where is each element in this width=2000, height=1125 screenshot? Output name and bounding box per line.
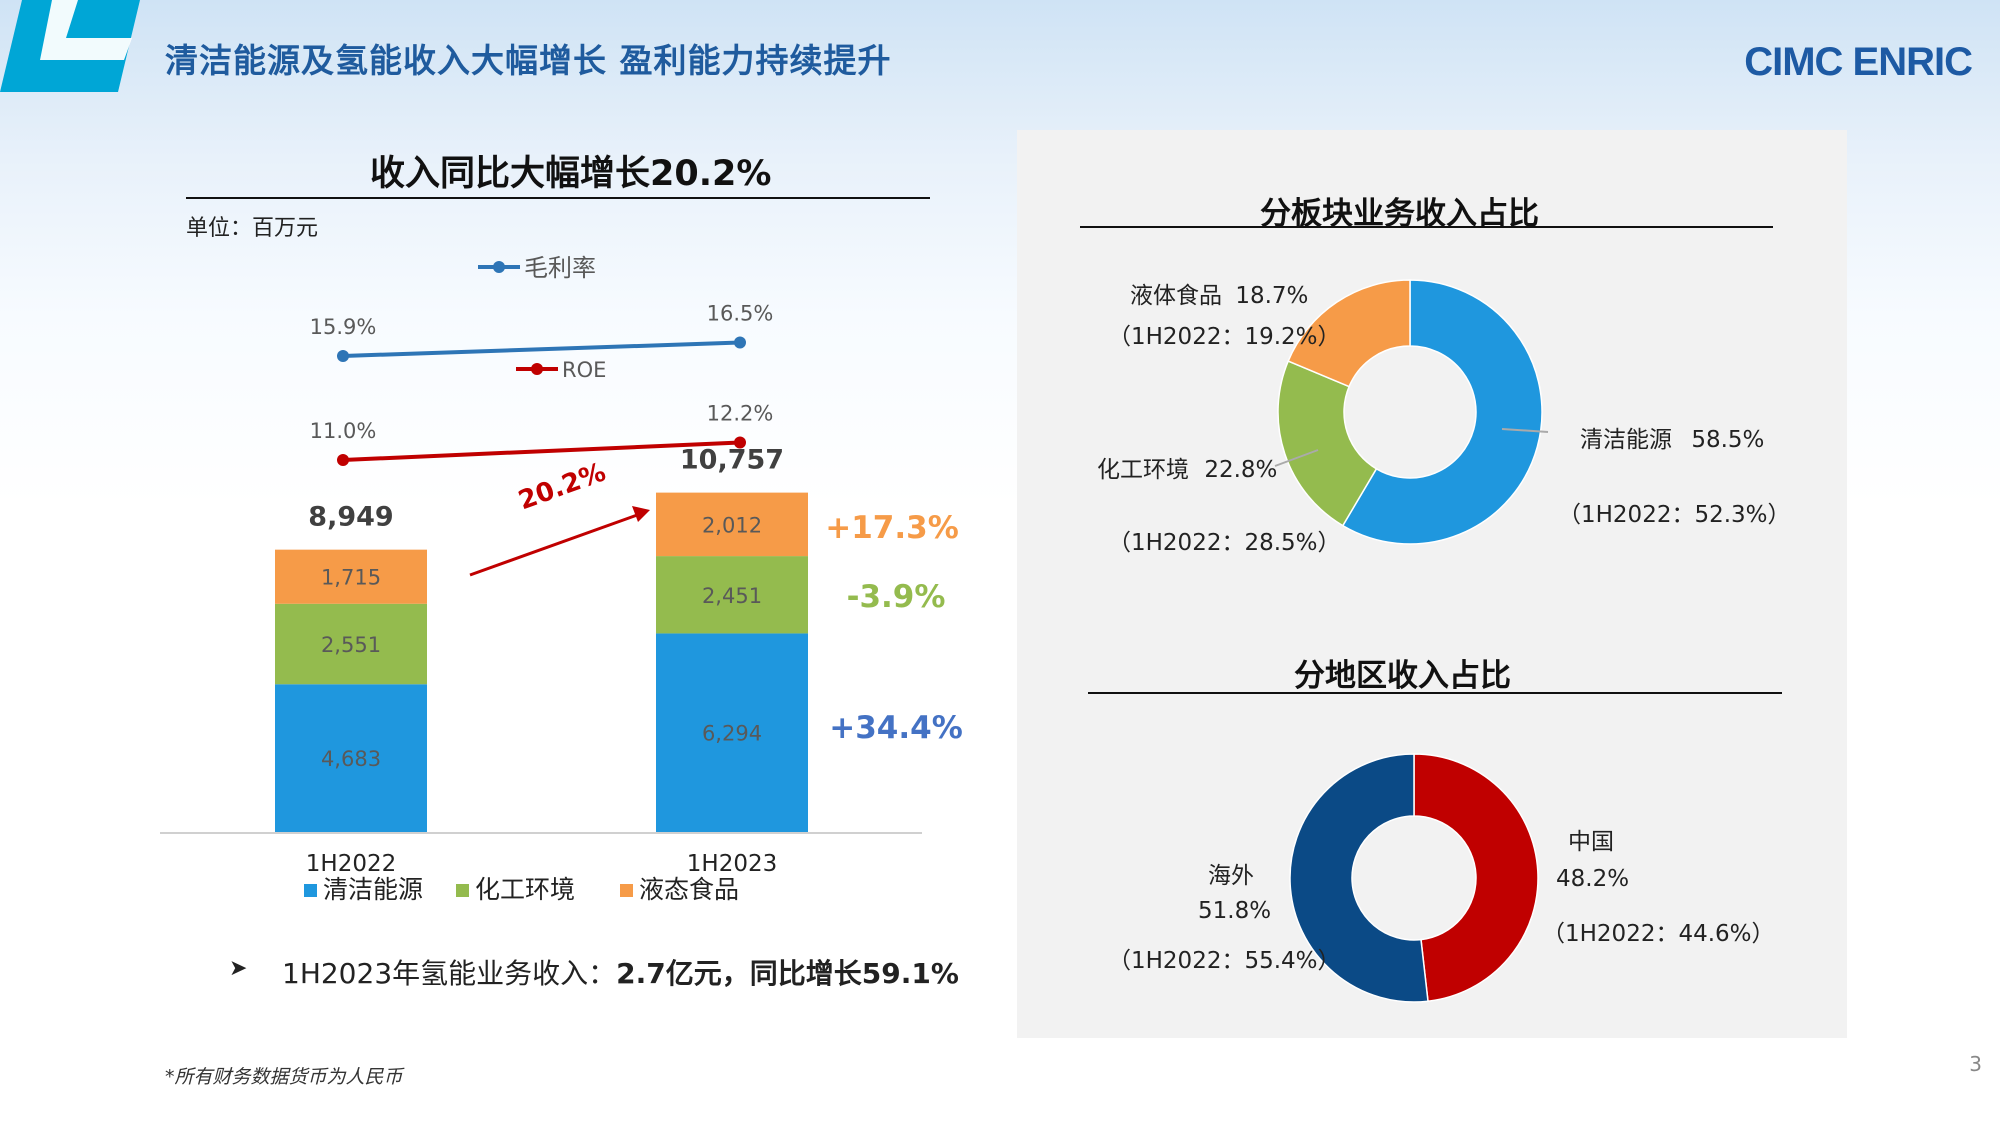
region-donut bbox=[1289, 753, 1539, 1003]
gross-margin-point-label: 16.5% bbox=[707, 302, 774, 326]
roe-legend: ROE bbox=[516, 358, 606, 382]
bullet-highlight: 2.7亿元，同比增长59.1% bbox=[616, 957, 959, 990]
clean-energy-label: 清洁能源 58.5% bbox=[1580, 420, 1764, 454]
bar-clean-energy-1H2022 bbox=[275, 684, 427, 832]
bar-chemical-1H2022 bbox=[275, 603, 427, 685]
bullet-arrow-icon: ➤ bbox=[229, 956, 248, 981]
roe-point bbox=[734, 436, 746, 449]
liquid-food-prior: （1H2022：19.2%） bbox=[1108, 324, 1341, 350]
region-chart-title: 分地区收入占比 bbox=[1294, 658, 1511, 694]
bar-value-label: 2,451 bbox=[702, 584, 762, 608]
gross-margin-legend-label: 毛利率 bbox=[524, 254, 596, 282]
bar-value-label: 2,012 bbox=[702, 513, 762, 537]
overseas-name: 海外 bbox=[1208, 863, 1254, 889]
clean-energy-value: 58.5% bbox=[1691, 427, 1765, 453]
slice-chemical bbox=[1277, 360, 1378, 527]
clean-energy-growth: +34.4% bbox=[829, 710, 963, 746]
liquid-food-growth: +17.3% bbox=[825, 510, 959, 546]
bar-value-label: 6,294 bbox=[702, 722, 762, 746]
page-number: 3 bbox=[1969, 1052, 1982, 1076]
header-accent-shape bbox=[0, 0, 140, 92]
left-title-rule bbox=[186, 197, 930, 199]
bar-clean-energy-1H2023 bbox=[656, 633, 808, 832]
growth-arrow-head bbox=[632, 506, 650, 522]
region-title-rule bbox=[1088, 692, 1782, 694]
roe-legend-label: ROE bbox=[562, 358, 606, 382]
china-name: 中国 bbox=[1568, 829, 1614, 855]
liquid-food-name: 液体食品 bbox=[1130, 283, 1222, 309]
company-logo: CIMC ENRIC bbox=[1744, 40, 1973, 84]
slice-overseas bbox=[1289, 753, 1429, 1003]
left-chart-title: 收入同比大幅增长20.2% bbox=[370, 154, 772, 194]
bar-legend: 清洁能源 化工环境 液态食品 bbox=[304, 875, 739, 904]
bar-total-label: 8,949 bbox=[308, 502, 393, 533]
gross-margin-point-label: 15.9% bbox=[310, 315, 377, 339]
china-value: 48.2% bbox=[1556, 866, 1630, 892]
legend-swatch bbox=[456, 884, 469, 897]
roe-point-label: 12.2% bbox=[707, 401, 774, 425]
x-tick-label: 1H2023 bbox=[687, 851, 777, 877]
gross-margin-point bbox=[337, 350, 349, 362]
bar-liquid-food-1H2022 bbox=[275, 549, 427, 604]
bar-liquid-food-1H2023 bbox=[656, 492, 808, 557]
bar-value-label: 4,683 bbox=[321, 747, 381, 771]
gross-margin-line bbox=[342, 340, 741, 358]
growth-arrow-label: 20.2% bbox=[515, 457, 610, 516]
bar-value-label: 2,551 bbox=[321, 633, 381, 657]
slide-title: 清洁能源及氢能收入大幅增长 盈利能力持续提升 bbox=[165, 41, 892, 80]
unit-label: 单位：百万元 bbox=[186, 216, 319, 241]
legend-swatch bbox=[304, 884, 317, 897]
clean-energy-name: 清洁能源 bbox=[1580, 427, 1672, 453]
x-tick-label: 1H2022 bbox=[306, 851, 396, 877]
roe-line bbox=[342, 440, 741, 462]
chemical-name: 化工环境 bbox=[1097, 457, 1189, 483]
growth-arrow bbox=[469, 512, 641, 577]
bar-total-label: 10,757 bbox=[680, 445, 784, 476]
china-prior: （1H2022：44.6%） bbox=[1542, 921, 1775, 947]
slice-china bbox=[1413, 753, 1539, 1003]
chemical-prior: （1H2022：28.5%） bbox=[1108, 530, 1341, 556]
legend-swatch bbox=[620, 884, 633, 897]
revenue-chart: 4,683 2,551 1,715 8,949 1H2022 6,294 2,451 2,01… bbox=[160, 254, 963, 904]
legend-label: 液态食品 bbox=[639, 875, 739, 904]
chemical-growth: -3.9% bbox=[847, 579, 946, 615]
roe-point bbox=[337, 454, 349, 466]
roe-point-label: 11.0% bbox=[310, 419, 377, 443]
overseas-value: 51.8% bbox=[1198, 898, 1272, 924]
clean-energy-prior: （1H2022：52.3%） bbox=[1558, 502, 1791, 528]
slice-liquid-food bbox=[1287, 279, 1411, 388]
chemical-value: 22.8% bbox=[1204, 457, 1278, 483]
gross-margin-legend: 毛利率 bbox=[478, 254, 596, 282]
segment-leader-lines bbox=[1274, 428, 1549, 467]
gross-margin-point bbox=[734, 336, 746, 349]
hydrogen-bullet: ➤ 1H2023年氢能业务收入：2.7亿元，同比增长59.1% bbox=[229, 952, 959, 992]
chemical-label: 化工环境 22.8% bbox=[1097, 450, 1277, 484]
bullet-prefix: 1H2023年氢能业务收入： bbox=[282, 957, 617, 990]
liquid-food-label: 液体食品 18.7% bbox=[1130, 276, 1308, 310]
footnote: *所有财务数据货币为人民币 bbox=[165, 1066, 403, 1088]
segment-donut bbox=[1277, 279, 1543, 545]
bar-value-label: 1,715 bbox=[321, 566, 381, 590]
segment-title-rule bbox=[1080, 226, 1773, 228]
overseas-prior: （1H2022：55.4%） bbox=[1108, 948, 1341, 974]
legend-label: 清洁能源 bbox=[323, 875, 423, 904]
legend-label: 化工环境 bbox=[475, 875, 575, 904]
bar-chemical-1H2023 bbox=[656, 556, 808, 634]
slice-clean-energy bbox=[1341, 279, 1543, 545]
liquid-food-value: 18.7% bbox=[1235, 283, 1309, 309]
